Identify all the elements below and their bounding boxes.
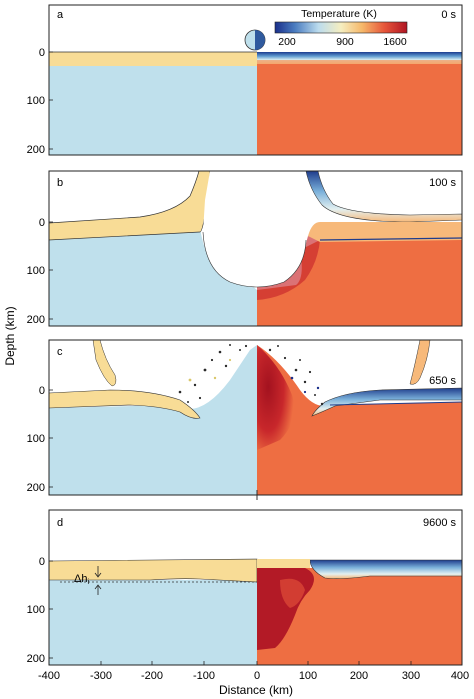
svg-text:100: 100	[27, 604, 45, 616]
debris	[178, 344, 324, 406]
svg-text:0: 0	[254, 670, 260, 682]
y-ticks: 0 100 200 0 100 200 0 100 200 0 100 200	[27, 47, 45, 665]
svg-text:100: 100	[27, 95, 45, 107]
colorbar-tick: 200	[278, 36, 296, 48]
svg-text:0: 0	[39, 556, 45, 568]
panel-time: 0 s	[441, 9, 456, 21]
panel-letter: a	[57, 9, 64, 21]
colorbar-tick: 900	[336, 36, 354, 48]
svg-text:100: 100	[27, 265, 45, 277]
svg-text:-100: -100	[193, 670, 215, 682]
panel-letter: c	[57, 346, 63, 358]
delta-h-arrows	[94, 566, 102, 595]
svg-text:-400: -400	[38, 670, 60, 682]
svg-text:0: 0	[39, 385, 45, 397]
x-ticks: -400 -300 -200 -100 0 100 200 300 400	[38, 670, 469, 682]
panel-time: 100 s	[429, 177, 456, 189]
panel-d: Δhi d 9600 s	[48, 509, 463, 666]
y-axis-label: Depth (km)	[3, 306, 17, 365]
svg-text:200: 200	[27, 482, 45, 494]
panel-time: 650 s	[429, 375, 456, 387]
panel-a: a 0 s Temperature (K) 200 900 1600	[48, 4, 463, 156]
svg-text:-200: -200	[141, 670, 163, 682]
svg-text:0: 0	[39, 217, 45, 229]
panel-letter: d	[57, 517, 63, 529]
panel-letter: b	[57, 177, 63, 189]
svg-text:200: 200	[27, 653, 45, 665]
svg-text:-300: -300	[90, 670, 112, 682]
svg-text:200: 200	[350, 670, 368, 682]
svg-text:100: 100	[27, 433, 45, 445]
x-axis-label: Distance (km)	[219, 683, 293, 697]
svg-text:200: 200	[27, 144, 45, 156]
impactor-icon	[244, 29, 266, 51]
colorbar-tick: 1600	[383, 36, 407, 48]
panel-b: b 100 s	[48, 170, 463, 327]
svg-text:200: 200	[27, 314, 45, 326]
colorbar: Temperature (K) 200 900 1600	[274, 8, 408, 48]
panel-c: c 650 s	[48, 339, 463, 500]
svg-text:300: 300	[402, 670, 420, 682]
delta-h-label: Δhi	[74, 573, 89, 586]
svg-text:100: 100	[299, 670, 317, 682]
svg-text:400: 400	[451, 670, 469, 682]
colorbar-title: Temperature (K)	[301, 8, 377, 20]
svg-text:0: 0	[39, 47, 45, 59]
panel-time: 9600 s	[423, 517, 457, 529]
